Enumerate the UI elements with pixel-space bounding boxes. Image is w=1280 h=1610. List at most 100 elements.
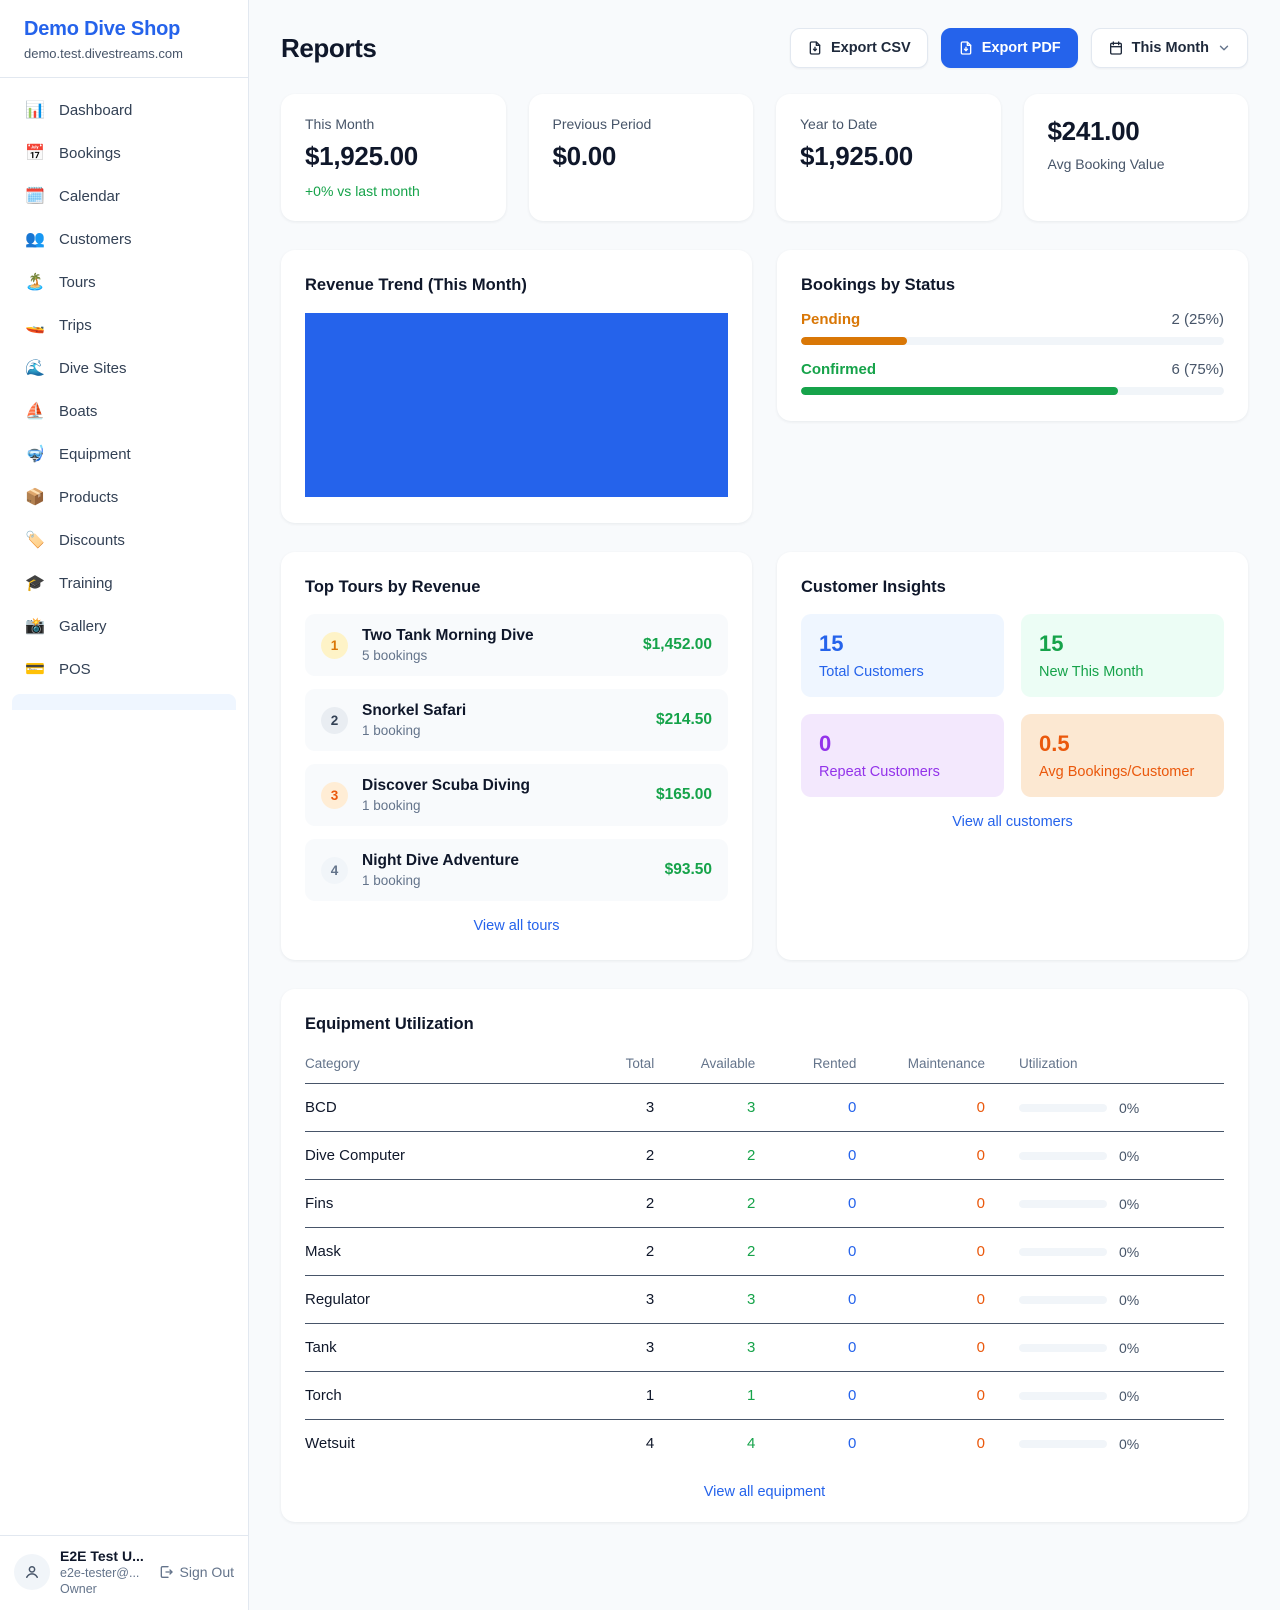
shop-name: Demo Dive Shop (24, 18, 181, 40)
sidebar-item-label: Gallery (59, 617, 107, 635)
utilization-pct: 0% (1119, 1099, 1140, 1116)
tour-name: Two Tank Morning Dive (362, 627, 534, 644)
cell-maintenance: 0 (856, 1227, 986, 1276)
period-label: This Month (1131, 40, 1209, 56)
sidebar-item-calendar[interactable]: 🗓️ Calendar (12, 178, 236, 214)
cell-rented: 0 (755, 1371, 857, 1420)
view-all-tours-link[interactable]: View all tours (473, 918, 560, 934)
sidebar-item-label: Discounts (59, 531, 125, 549)
brand-block: Demo Dive Shop demo.test.divestreams.com (0, 0, 248, 78)
cell-utilization: 0% (985, 1371, 1224, 1420)
top-tours-title: Top Tours by Revenue (305, 578, 481, 596)
utilization-pct: 0% (1119, 1339, 1140, 1356)
tour-amount: $165.00 (655, 786, 712, 803)
user-panel: E2E Test U... e2e-tester@... Owner Sign … (0, 1535, 248, 1610)
cell-available: 1 (654, 1371, 756, 1420)
user-icon (26, 1566, 38, 1578)
cell-available: 3 (654, 1323, 756, 1372)
sidebar-item-tours[interactable]: 🏝️ Tours (12, 264, 236, 300)
tour-amount: $93.50 (664, 861, 712, 878)
cell-rented: 0 (755, 1179, 857, 1228)
chevron-down-icon (1219, 45, 1229, 51)
utilization-pct: 0% (1119, 1387, 1140, 1404)
sidebar-item-label: Dashboard (59, 101, 133, 119)
tour-row: 3 Discover Scuba Diving 1 booking $165.0… (305, 764, 728, 826)
sidebar-item-bookings[interactable]: 📅 Bookings (12, 135, 236, 171)
cell-utilization: 0% (985, 1227, 1224, 1276)
sign-out-button[interactable]: Sign Out (158, 1564, 234, 1580)
table-row: Wetsuit 4 4 0 0 0% (305, 1420, 1224, 1468)
sidebar-item-gallery[interactable]: 📸 Gallery (12, 608, 236, 644)
charts-row: Revenue Trend (This Month) Bookings by S… (281, 250, 1248, 523)
logout-icon (160, 1566, 173, 1578)
sidebar-item-products[interactable]: 📦 Products (12, 479, 236, 515)
utilization-track (1019, 1343, 1108, 1352)
sidebar-item-label: POS (59, 660, 91, 678)
customer-insights-title: Customer Insights (801, 578, 946, 596)
cell-maintenance: 0 (856, 1275, 986, 1324)
col-available: Available (654, 1048, 756, 1084)
rank-badge: 2 (321, 706, 348, 734)
cell-available: 2 (654, 1179, 756, 1228)
tour-row: 2 Snorkel Safari 1 booking $214.50 (305, 689, 728, 751)
sidebar-item-dashboard[interactable]: 📊 Dashboard (12, 92, 236, 128)
sidebar-item-equipment[interactable]: 🤿 Equipment (12, 436, 236, 472)
cell-category: Mask (305, 1227, 554, 1276)
cell-available: 3 (654, 1275, 756, 1324)
utilization-track (1019, 1199, 1108, 1208)
col-category: Category (305, 1048, 554, 1084)
equipment-utilization-title: Equipment Utilization (305, 1015, 474, 1033)
cell-maintenance: 0 (976, 1435, 986, 1452)
equipment-table: Category Total Available Rented Maintena… (305, 1048, 1224, 1467)
insight-label: New This Month (1039, 664, 1144, 680)
utilization-track (1019, 1103, 1108, 1112)
cell-category: Tank (305, 1323, 554, 1372)
revenue-trend-title: Revenue Trend (This Month) (305, 276, 527, 294)
insights-row: Top Tours by Revenue 1 Two Tank Morning … (281, 552, 1248, 960)
cell-total: 2 (553, 1179, 655, 1228)
calendar-icon (1109, 41, 1122, 55)
view-all-equipment-link[interactable]: View all equipment (703, 1484, 826, 1500)
tag-icon: 🏷️ (25, 532, 45, 549)
file-download-icon (809, 41, 821, 55)
insight-label: Avg Bookings/Customer (1039, 764, 1195, 780)
export-csv-button[interactable]: Export CSV (789, 28, 928, 68)
sidebar-item-trips[interactable]: 🚤 Trips (12, 307, 236, 343)
equipment-utilization-card: Equipment Utilization Category Total Ava… (281, 989, 1248, 1522)
stat-card-previous-period: Previous Period $0.00 (528, 94, 753, 221)
sidebar-item-discounts[interactable]: 🏷️ Discounts (12, 522, 236, 558)
utilization-track (1019, 1391, 1108, 1400)
rank-badge: 1 (321, 631, 348, 659)
status-row-pending: Pending 2 (25%) (801, 311, 1224, 345)
sidebar-item-reports-active-partial[interactable] (12, 694, 236, 710)
sidebar-item-dive-sites[interactable]: 🌊 Dive Sites (12, 350, 236, 386)
tour-bookings: 1 booking (362, 723, 421, 738)
tours-list: 1 Two Tank Morning Dive 5 bookings $1,45… (305, 614, 728, 901)
cell-utilization: 0% (985, 1420, 1224, 1468)
revenue-trend-bar (305, 313, 728, 497)
view-all-customers-link[interactable]: View all customers (952, 814, 1073, 830)
sidebar-item-customers[interactable]: 👥 Customers (12, 221, 236, 257)
stat-card-year-to-date: Year to Date $1,925.00 (776, 94, 1001, 221)
user-role: Owner (60, 1582, 97, 1596)
spiral-calendar-icon: 🗓️ (25, 188, 45, 205)
cell-maintenance: 0 (856, 1083, 986, 1132)
user-email: e2e-tester@... (60, 1566, 140, 1580)
sidebar-item-training[interactable]: 🎓 Training (12, 565, 236, 601)
sidebar-item-pos[interactable]: 💳 POS (12, 651, 236, 687)
insight-value: 0 (819, 731, 832, 756)
col-maintenance: Maintenance (856, 1048, 986, 1084)
cell-available: 3 (654, 1083, 756, 1132)
progress-track (801, 337, 1224, 345)
sign-out-label: Sign Out (179, 1564, 234, 1580)
export-pdf-button[interactable]: Export PDF (940, 28, 1078, 68)
cell-maintenance: 0 (856, 1131, 986, 1180)
period-select[interactable]: This Month (1090, 28, 1248, 68)
cell-total: 3 (553, 1275, 655, 1324)
sidebar-item-boats[interactable]: ⛵ Boats (12, 393, 236, 429)
sidebar-item-label: Equipment (59, 445, 131, 463)
table-header-row: Category Total Available Rented Maintena… (305, 1048, 1224, 1084)
stat-label: Previous Period (552, 116, 652, 132)
utilization-pct: 0% (1119, 1435, 1140, 1452)
cell-total: 1 (553, 1371, 655, 1420)
